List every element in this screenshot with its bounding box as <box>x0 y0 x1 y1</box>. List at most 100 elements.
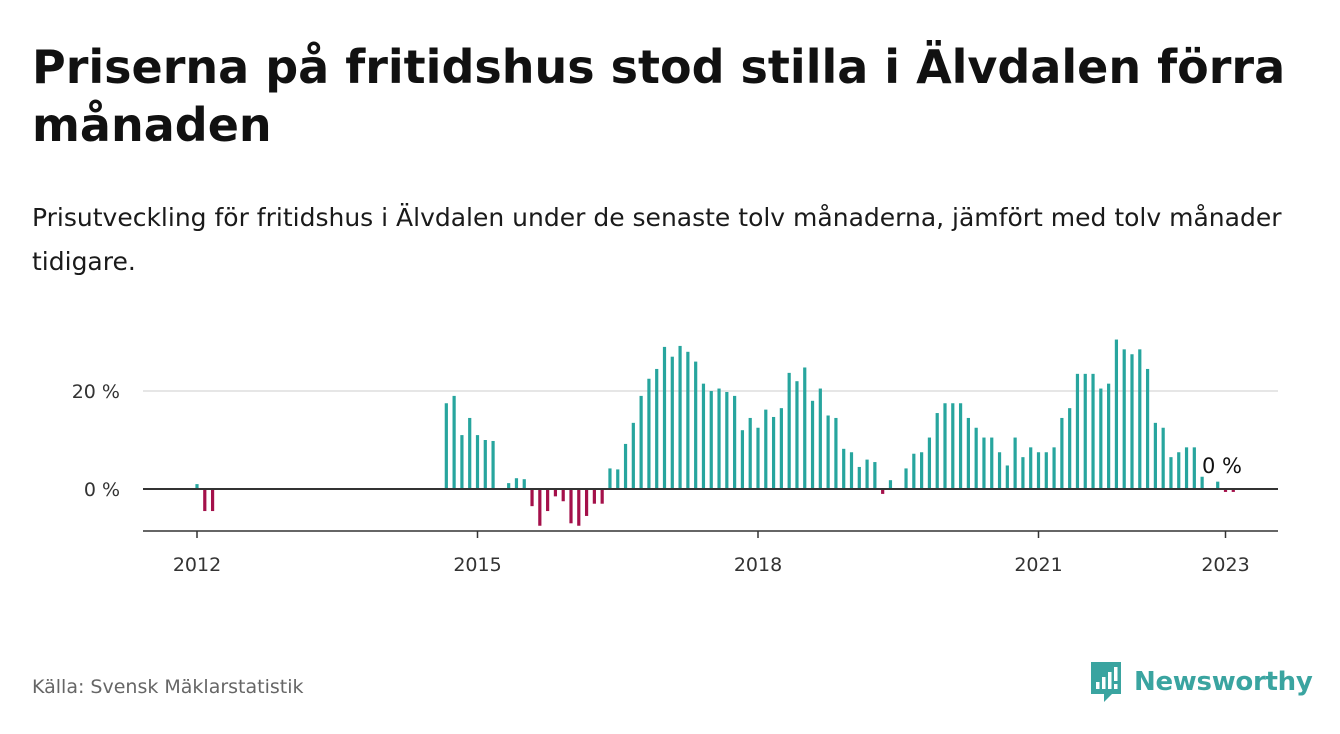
bar <box>1075 373 1080 489</box>
bar <box>195 484 199 489</box>
newsworthy-logo-icon <box>1091 662 1121 702</box>
bar <box>444 403 448 489</box>
bar <box>1044 452 1048 489</box>
bar <box>756 427 760 489</box>
bar <box>1036 452 1041 489</box>
bar <box>958 403 963 489</box>
bar <box>1114 339 1119 489</box>
bar <box>725 391 729 489</box>
bar <box>857 466 861 489</box>
bar <box>779 408 783 489</box>
bar <box>834 417 838 489</box>
bar <box>912 453 916 489</box>
bar <box>1200 476 1204 489</box>
bar-chart: 0 % 20 % 2012 2015 2018 2021 2023 0 % <box>72 339 1278 576</box>
bar <box>1145 368 1150 489</box>
bar <box>1083 373 1087 489</box>
bar <box>1216 481 1220 489</box>
bar <box>1013 437 1017 489</box>
bar <box>1005 465 1009 489</box>
bar <box>1068 408 1072 489</box>
bar <box>943 403 947 489</box>
bar <box>733 395 737 489</box>
bar <box>1177 452 1181 489</box>
bar <box>616 469 620 489</box>
bar <box>1060 417 1064 489</box>
bar <box>569 489 573 524</box>
bar <box>1169 457 1173 489</box>
bar <box>577 489 581 526</box>
bar <box>974 427 978 489</box>
x-tick-label: 2018 <box>734 554 782 576</box>
bar <box>210 489 215 512</box>
bar <box>810 400 815 489</box>
bar <box>888 480 893 489</box>
bar <box>655 368 659 489</box>
bar <box>1231 489 1235 492</box>
bar <box>865 459 869 489</box>
bar <box>475 435 480 489</box>
bar <box>491 440 495 489</box>
bar <box>842 448 846 489</box>
last-value-label: 0 % <box>1202 454 1242 478</box>
bar <box>507 483 511 489</box>
bar <box>920 452 924 489</box>
bar <box>927 437 932 489</box>
bar <box>966 417 970 489</box>
bar <box>826 415 830 489</box>
source-note: Källa: Svensk Mäklarstatistik <box>32 676 304 698</box>
x-tick-label: 2015 <box>453 554 501 576</box>
bar <box>522 479 526 489</box>
bar <box>483 440 487 489</box>
bar <box>546 489 550 512</box>
bar <box>631 422 635 489</box>
bar <box>553 489 558 497</box>
bar <box>694 361 698 489</box>
bar <box>468 417 472 489</box>
bar <box>818 388 822 489</box>
newsworthy-brand: Newsworthy <box>1088 660 1313 704</box>
x-tick-label: 2023 <box>1201 554 1249 576</box>
bar <box>561 489 565 502</box>
bar <box>203 489 207 512</box>
bar <box>1161 427 1165 489</box>
brand-name: Newsworthy <box>1134 667 1313 697</box>
bar <box>795 381 799 489</box>
bar <box>1052 447 1056 489</box>
bar <box>935 413 939 489</box>
bar <box>538 489 542 526</box>
y-tick-label: 0 % <box>84 479 120 501</box>
bar <box>1091 373 1095 489</box>
bar <box>803 367 807 489</box>
bar <box>662 346 667 489</box>
bar <box>623 443 628 489</box>
bar <box>608 468 612 489</box>
bar <box>686 351 690 489</box>
bar <box>701 383 706 489</box>
bar <box>670 356 674 489</box>
bar <box>647 378 651 489</box>
bar <box>740 430 745 489</box>
chart-title: Priserna på fritidshus stod stilla i Älv… <box>32 40 1286 152</box>
bar <box>514 478 519 489</box>
bar <box>904 468 908 489</box>
bar <box>1223 489 1228 492</box>
bar <box>787 372 791 489</box>
bar <box>709 391 713 489</box>
bar <box>460 435 464 489</box>
bar <box>881 489 885 494</box>
bar <box>1130 354 1134 489</box>
bar <box>1192 447 1196 489</box>
x-tick-label: 2012 <box>173 554 221 576</box>
bar <box>530 489 534 507</box>
bar <box>1021 457 1025 489</box>
y-tick-label: 20 % <box>72 381 120 403</box>
bar <box>1099 388 1103 489</box>
bar <box>678 345 682 489</box>
bar <box>717 388 721 489</box>
bar <box>1138 349 1142 489</box>
bar <box>452 395 456 489</box>
bar <box>1107 383 1111 489</box>
bar <box>873 462 877 489</box>
bar <box>997 452 1002 489</box>
